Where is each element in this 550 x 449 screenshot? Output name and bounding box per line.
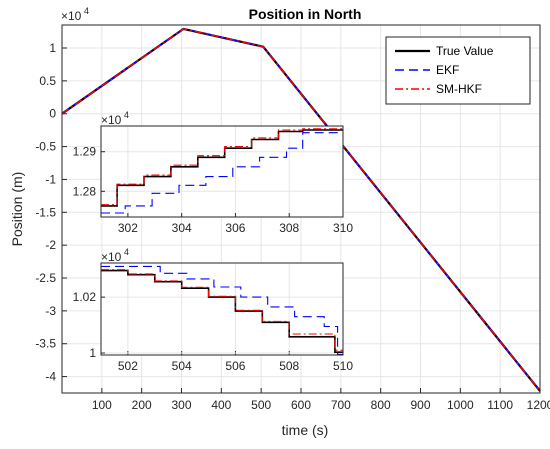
legend-entry-ekf: EKF (436, 63, 459, 77)
y-tick-label: -3.5 (35, 337, 56, 351)
inset-x-tick-label: 506 (225, 359, 245, 373)
inset-y-tick-label: 1.02 (73, 290, 97, 304)
inset-axes-frame (100, 262, 344, 356)
inset-plot-area (101, 263, 343, 355)
series-line-smhkf (61, 28, 541, 392)
x-tick-label: 800 (371, 398, 391, 412)
legend-entry-true_value: True Value (436, 44, 494, 58)
inset-y-tick-label: 1 (89, 346, 96, 360)
y-axis-label: Position (m) (9, 172, 25, 247)
inset-series-line-true_value (101, 129, 343, 207)
y-tick-label: -3 (45, 304, 56, 318)
x-tick-label: 500 (251, 398, 271, 412)
inset-exponent-power: 4 (124, 110, 129, 120)
inset-axes-frame (100, 125, 344, 218)
inset-x-tick-label: 510 (333, 359, 353, 373)
x-tick-label: 400 (211, 398, 231, 412)
x-tick-label: 1000 (447, 398, 474, 412)
x-tick-label: 1100 (487, 398, 513, 412)
inset-y-tick-label: 1.28 (73, 184, 97, 198)
inset-x-tick-label: 310 (333, 221, 353, 235)
inset-series-line-true_value (101, 269, 343, 354)
inset-series-line-smhkf (101, 128, 343, 206)
x-tick-label: 600 (291, 398, 311, 412)
y-exponent-base: ×10 (61, 9, 82, 23)
x-tick-label: 100 (92, 398, 112, 412)
inset-x-tick-label: 304 (172, 221, 192, 235)
inset-series-line-smhkf (101, 269, 343, 351)
inset-plot-area (101, 126, 343, 217)
x-tick-label: 200 (132, 398, 152, 412)
y-tick-label: 0 (49, 107, 56, 121)
inset-exponent-base: ×10 (101, 113, 122, 127)
inset-y-tick-label: 1.29 (73, 145, 97, 159)
y-tick-label: -4 (45, 370, 56, 384)
y-tick-label: -2.5 (35, 271, 56, 285)
x-tick-label: 300 (171, 398, 191, 412)
inset-series-line-ekf (101, 132, 343, 214)
inset-x-tick-label: 306 (225, 221, 245, 235)
y-tick-label: -1 (45, 172, 56, 186)
y-tick-label: 0.5 (39, 74, 56, 88)
x-tick-label: 900 (410, 398, 430, 412)
inset-x-tick-label: 502 (118, 359, 138, 373)
legend-entry-smhkf: SM-HKF (436, 82, 482, 96)
chart-title: Position in North (249, 6, 362, 22)
y-tick-label: -1.5 (35, 205, 56, 219)
inset-exponent-power: 4 (124, 247, 129, 257)
inset-x-tick-label: 308 (279, 221, 299, 235)
x-axis-label: time (s) (282, 422, 329, 438)
y-tick-label: -0.5 (35, 140, 56, 154)
x-tick-label: 1200 (527, 398, 550, 412)
inset-series-line-ekf (101, 265, 343, 355)
y-tick-label: 1 (49, 41, 56, 55)
inset-x-tick-label: 504 (172, 359, 192, 373)
inset-x-tick-label: 302 (118, 221, 138, 235)
y-exponent-power: 4 (84, 6, 89, 16)
axes-frame (61, 24, 541, 394)
inset-exponent-base: ×10 (101, 250, 122, 264)
inset-x-tick-label: 508 (279, 359, 299, 373)
y-tick-label: -2 (45, 238, 56, 252)
x-tick-label: 700 (331, 398, 351, 412)
